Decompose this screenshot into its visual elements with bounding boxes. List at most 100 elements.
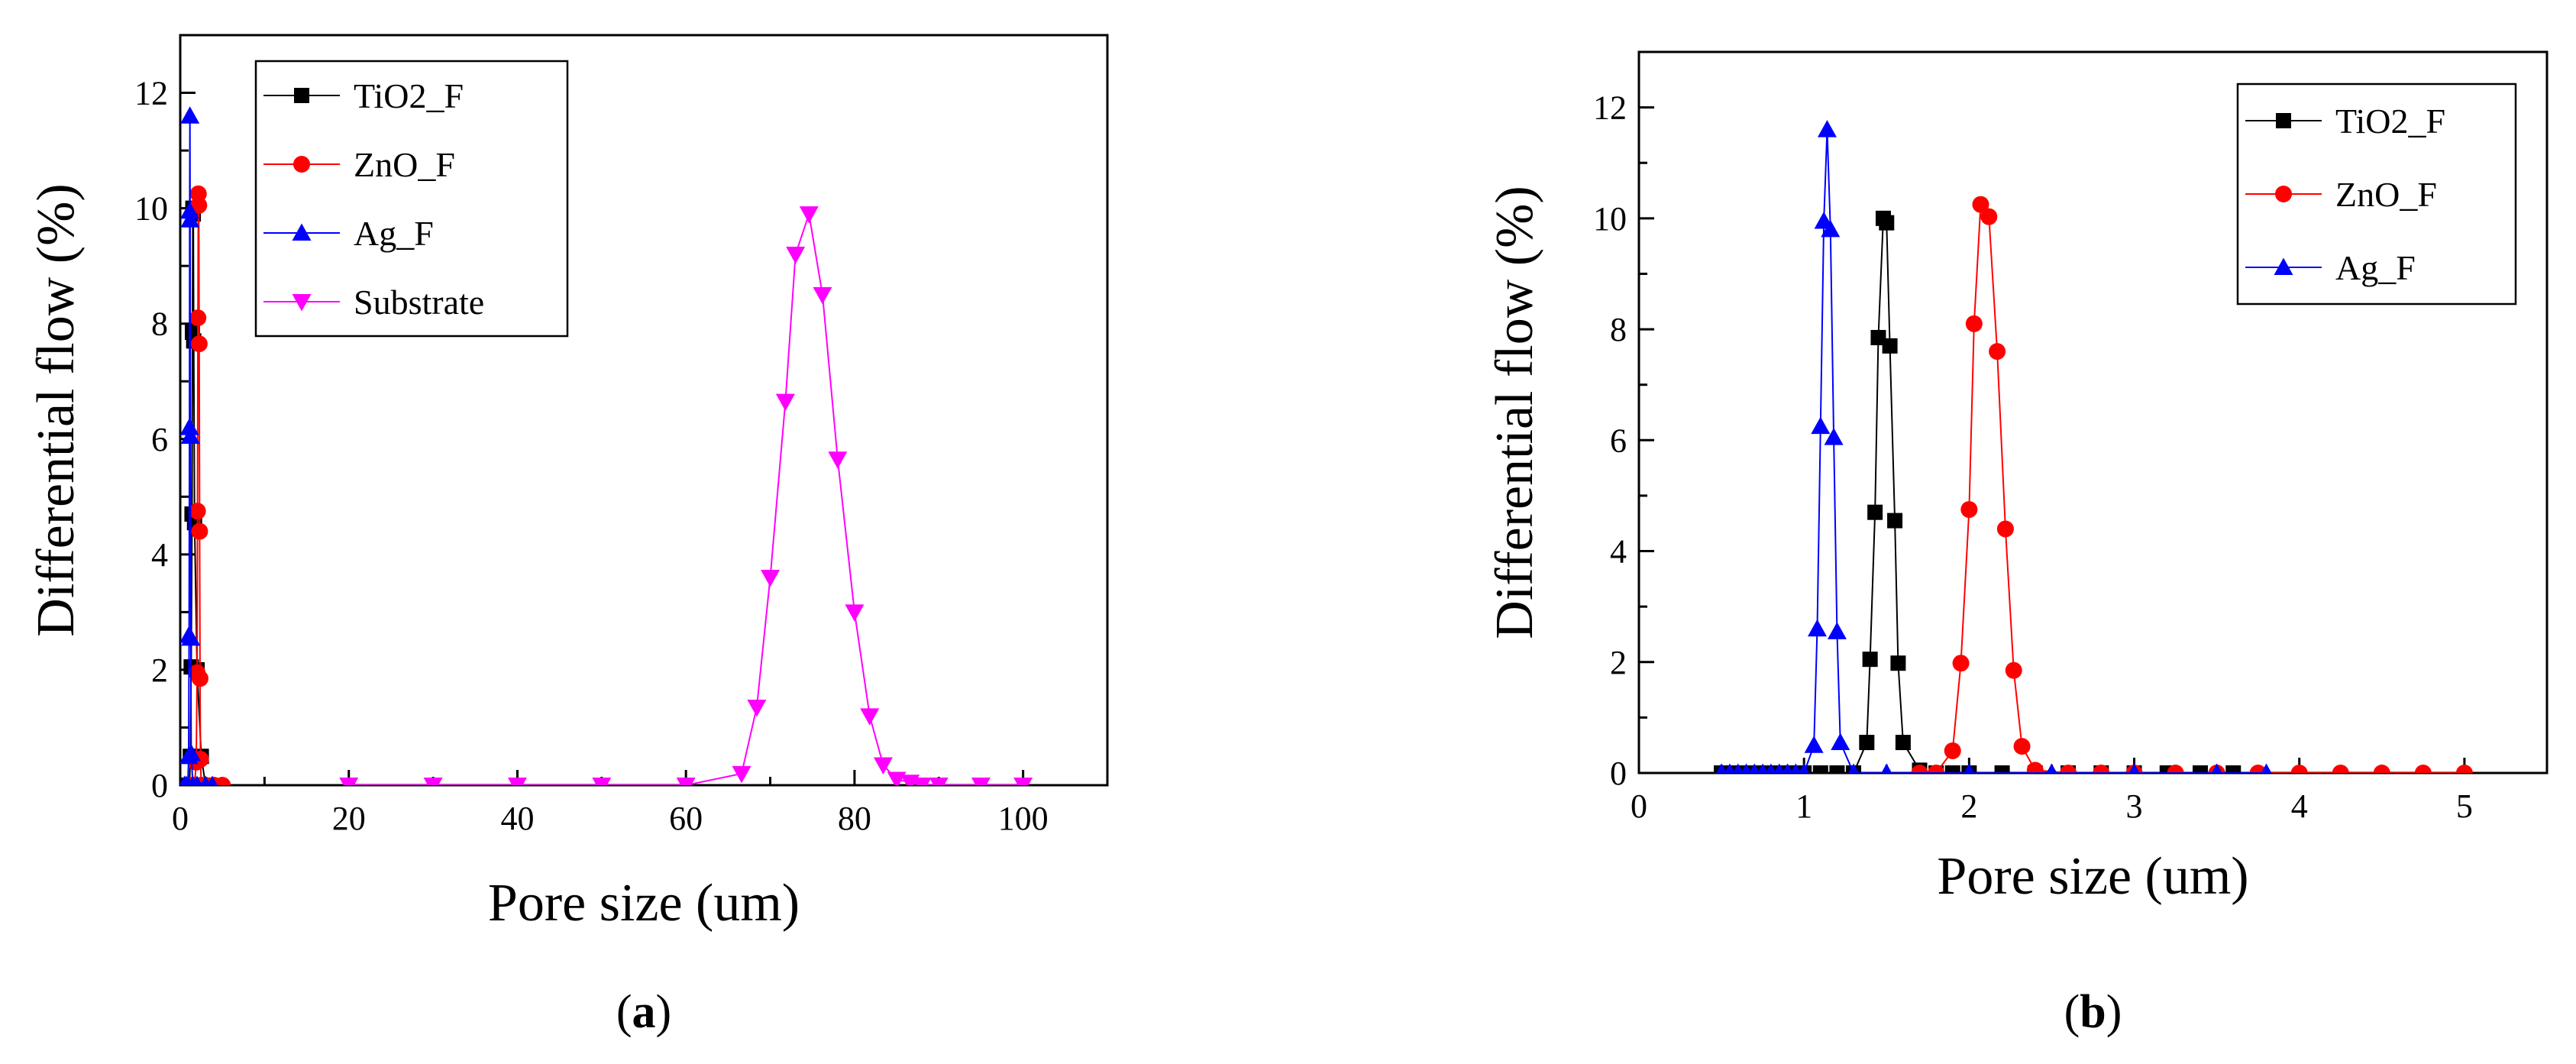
data-point xyxy=(732,765,751,784)
y-tick-label: 10 xyxy=(134,190,168,228)
data-point xyxy=(2261,763,2272,773)
data-point xyxy=(2026,762,2044,773)
data-point xyxy=(1879,215,1895,231)
data-point xyxy=(1980,208,1998,225)
data-point xyxy=(929,778,949,785)
data-point xyxy=(2455,765,2473,773)
data-point xyxy=(192,775,203,785)
data-point xyxy=(1911,765,1928,773)
x-tick-label: 40 xyxy=(500,800,534,837)
data-point xyxy=(200,775,212,785)
data-point xyxy=(2193,765,2209,773)
data-point xyxy=(2225,765,2241,773)
data-point xyxy=(181,628,201,646)
y-tick-label: 4 xyxy=(1610,533,1627,571)
data-point xyxy=(1944,742,1961,759)
y-tick-label: 6 xyxy=(1610,422,1627,459)
legend-marker xyxy=(292,294,312,312)
data-point xyxy=(1773,763,1785,773)
data-point xyxy=(1952,655,1970,672)
data-point xyxy=(912,778,932,785)
data-point xyxy=(190,335,208,353)
data-point xyxy=(180,418,199,435)
panel-label: (b) xyxy=(2064,986,2122,1038)
legend-label: Ag_F xyxy=(2335,248,2416,287)
x-tick-label: 4 xyxy=(2291,787,2308,825)
data-point xyxy=(180,210,200,228)
y-axis-title: Differential flow (%) xyxy=(27,183,86,636)
x-tick-label: 20 xyxy=(332,800,366,837)
panel-label: (a) xyxy=(616,986,671,1038)
data-point xyxy=(860,708,880,726)
data-point xyxy=(2013,738,2031,755)
x-tick-label: 100 xyxy=(998,800,1049,837)
series-zno-f xyxy=(1911,196,2473,773)
data-point xyxy=(1749,763,1760,773)
x-tick-label: 0 xyxy=(1631,787,1647,825)
legend-label: TiO2_F xyxy=(2335,102,2445,141)
data-point xyxy=(2332,765,2349,773)
data-point xyxy=(189,309,207,327)
data-point xyxy=(214,777,231,785)
data-point xyxy=(747,700,767,717)
legend-label: TiO2_F xyxy=(354,76,464,115)
data-point xyxy=(2159,765,2175,773)
y-tick-label: 4 xyxy=(151,536,168,574)
y-tick-label: 8 xyxy=(151,306,168,343)
data-point xyxy=(845,604,865,622)
legend-label: Ag_F xyxy=(354,214,434,253)
y-tick-label: 0 xyxy=(151,767,168,804)
data-point xyxy=(507,778,527,785)
data-point xyxy=(1996,520,2014,538)
x-axis-title: Pore size (um) xyxy=(488,874,800,933)
y-tick-label: 0 xyxy=(1610,755,1627,792)
data-point xyxy=(1870,329,1886,345)
data-point xyxy=(181,743,201,762)
data-point xyxy=(1964,763,1975,773)
data-point xyxy=(971,778,991,785)
data-point xyxy=(1716,763,1728,773)
data-point xyxy=(2093,765,2110,773)
data-point xyxy=(1790,763,1802,773)
data-point xyxy=(180,426,200,444)
y-tick-label: 10 xyxy=(1593,200,1627,238)
series-ag-f xyxy=(1716,120,2272,773)
legend-marker xyxy=(2274,257,2293,275)
data-point xyxy=(761,570,781,587)
x-tick-label: 1 xyxy=(1795,787,1812,825)
data-point xyxy=(1013,778,1033,785)
data-point xyxy=(1989,343,2006,361)
data-point xyxy=(189,503,206,520)
data-point xyxy=(1972,196,1989,213)
legend-entry: ZnO_F xyxy=(2245,175,2437,214)
series-line xyxy=(184,208,210,785)
data-point xyxy=(1732,763,1744,773)
data-point xyxy=(180,106,200,124)
data-point xyxy=(2046,763,2057,773)
legend-entry: TiO2_F xyxy=(263,76,464,115)
y-tick-label: 12 xyxy=(1593,89,1627,127)
data-point xyxy=(1817,120,1837,137)
series-line xyxy=(192,193,223,785)
data-point xyxy=(339,778,359,785)
x-tick-label: 60 xyxy=(669,800,703,837)
data-point xyxy=(1724,763,1735,773)
data-point xyxy=(191,670,208,687)
data-point xyxy=(1827,622,1847,639)
legend-marker xyxy=(2276,113,2291,128)
data-point xyxy=(2414,765,2432,773)
data-point xyxy=(1859,735,1875,751)
data-point xyxy=(1821,219,1841,238)
x-tick-label: 2 xyxy=(1960,787,1977,825)
legend-marker xyxy=(2275,186,2292,202)
legend-label: ZnO_F xyxy=(354,145,455,184)
data-point xyxy=(676,778,696,785)
x-tick-label: 80 xyxy=(838,800,871,837)
data-point xyxy=(1799,763,1810,773)
y-tick-label: 12 xyxy=(134,75,168,112)
data-point xyxy=(1848,763,1859,773)
data-point xyxy=(2167,765,2184,773)
series-ag-f xyxy=(180,106,218,785)
data-point xyxy=(1831,733,1850,751)
